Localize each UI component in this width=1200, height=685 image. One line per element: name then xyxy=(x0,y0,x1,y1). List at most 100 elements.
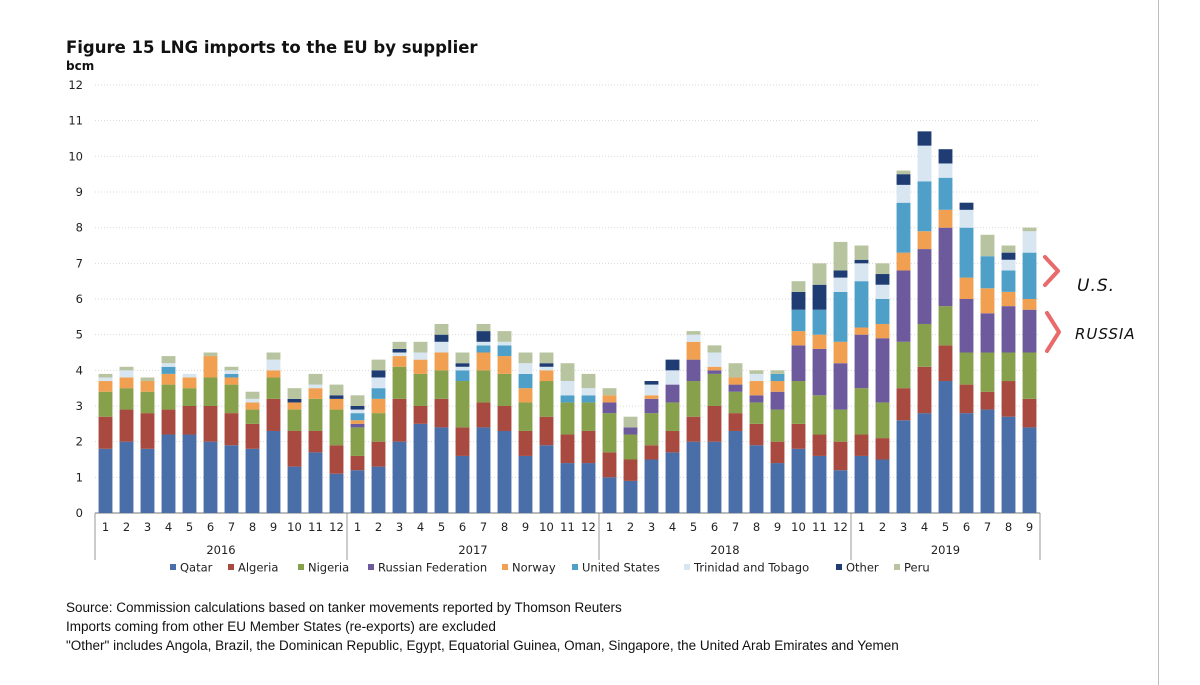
bar-russian-federation-36 xyxy=(854,334,869,389)
legend-item-russian-federation: Russian Federation xyxy=(368,561,487,575)
bar-stack-18 xyxy=(476,323,491,513)
bar-stack-43 xyxy=(1001,245,1016,513)
bar-united-states-18 xyxy=(476,345,491,353)
bar-other-36 xyxy=(854,259,869,264)
bar-peru-1 xyxy=(119,366,134,371)
bar-trinidad-and-tobago-13 xyxy=(371,377,386,389)
bar-stack-31 xyxy=(749,370,764,513)
bar-russian-federation-26 xyxy=(644,398,659,414)
bar-peru-31 xyxy=(749,370,764,374)
bar-stack-24 xyxy=(602,388,617,513)
bar-trinidad-and-tobago-23 xyxy=(581,388,596,396)
y-tick-label-11: 11 xyxy=(68,114,83,128)
bar-stack-37 xyxy=(875,263,890,513)
bar-stack-41 xyxy=(959,202,974,513)
bar-norway-12 xyxy=(350,420,365,424)
bar-norway-1 xyxy=(119,377,134,389)
bar-peru-44 xyxy=(1022,227,1037,232)
x-tick-label-38: 3 xyxy=(900,520,907,534)
bar-peru-9 xyxy=(287,388,302,399)
bar-russian-federation-24 xyxy=(602,402,617,414)
bar-algeria-12 xyxy=(350,455,365,471)
bar-norway-43 xyxy=(1001,291,1016,307)
bar-norway-16 xyxy=(434,352,449,371)
bar-qatar-29 xyxy=(707,441,722,513)
bar-nigeria-0 xyxy=(98,391,113,417)
x-tick-label-20: 9 xyxy=(522,520,529,534)
bar-nigeria-20 xyxy=(518,402,533,431)
bar-united-states-32 xyxy=(770,373,785,382)
legend-item-other: Other xyxy=(836,561,879,575)
bar-nigeria-11 xyxy=(329,409,344,446)
bar-qatar-43 xyxy=(1001,416,1016,513)
bar-trinidad-and-tobago-7 xyxy=(245,398,260,403)
bar-algeria-0 xyxy=(98,416,113,449)
note-source: Source: Commission calculations based on… xyxy=(66,600,622,615)
bar-peru-13 xyxy=(371,359,386,371)
bar-united-states-42 xyxy=(980,256,995,289)
bar-algeria-38 xyxy=(896,388,911,421)
bar-nigeria-13 xyxy=(371,413,386,442)
bar-norway-42 xyxy=(980,288,995,314)
bar-united-states-12 xyxy=(350,413,365,421)
bar-russian-federation-41 xyxy=(959,299,974,353)
bar-qatar-35 xyxy=(833,470,848,513)
x-tick-label-35: 12 xyxy=(833,520,848,534)
legend-swatch-3 xyxy=(368,564,374,570)
bar-qatar-14 xyxy=(392,441,407,513)
bar-trinidad-and-tobago-16 xyxy=(434,341,449,353)
bar-stack-1 xyxy=(119,366,134,513)
bar-qatar-15 xyxy=(413,423,428,513)
x-tick-label-32: 9 xyxy=(774,520,781,534)
bar-norway-4 xyxy=(182,377,197,389)
x-tick-label-39: 4 xyxy=(921,520,928,534)
bar-nigeria-21 xyxy=(539,381,554,417)
bar-russian-federation-44 xyxy=(1022,309,1037,353)
bar-norway-24 xyxy=(602,395,617,403)
bar-norway-18 xyxy=(476,352,491,371)
bar-trinidad-and-tobago-21 xyxy=(539,366,554,371)
bar-algeria-15 xyxy=(413,406,428,424)
bar-qatar-40 xyxy=(938,381,953,513)
bar-peru-19 xyxy=(497,331,512,342)
x-tick-label-5: 6 xyxy=(207,520,214,534)
x-tick-label-19: 8 xyxy=(501,520,508,534)
bar-nigeria-28 xyxy=(686,381,701,417)
note-reexports: Imports coming from other EU Member Stat… xyxy=(66,619,496,634)
bar-qatar-23 xyxy=(581,463,596,513)
x-tick-label-0: 1 xyxy=(102,520,109,534)
us-bracket xyxy=(1043,255,1060,287)
bar-nigeria-12 xyxy=(350,427,365,456)
bar-peru-14 xyxy=(392,341,407,349)
bar-algeria-3 xyxy=(161,409,176,435)
legend-label-0: Qatar xyxy=(180,561,213,575)
bar-russian-federation-29 xyxy=(707,370,722,374)
legend-swatch-2 xyxy=(298,564,304,570)
bar-trinidad-and-tobago-6 xyxy=(224,370,239,374)
legend-swatch-4 xyxy=(502,564,508,570)
bar-peru-8 xyxy=(266,352,281,360)
bar-other-9 xyxy=(287,398,302,403)
bar-norway-26 xyxy=(644,395,659,399)
bar-other-11 xyxy=(329,395,344,399)
bar-nigeria-8 xyxy=(266,377,281,399)
bar-stack-28 xyxy=(686,331,701,513)
bar-stack-22 xyxy=(560,363,575,513)
y-tick-label-4: 4 xyxy=(76,363,83,377)
bar-trinidad-and-tobago-15 xyxy=(413,352,428,360)
x-tick-label-23: 12 xyxy=(581,520,596,534)
x-tick-label-25: 2 xyxy=(627,520,634,534)
bar-united-states-19 xyxy=(497,345,512,357)
bar-qatar-3 xyxy=(161,434,176,513)
bar-qatar-41 xyxy=(959,413,974,513)
bar-peru-34 xyxy=(812,263,827,285)
bar-qatar-30 xyxy=(728,430,743,513)
bar-qatar-2 xyxy=(140,448,155,513)
bar-qatar-24 xyxy=(602,477,617,513)
bar-stack-16 xyxy=(434,323,449,513)
bar-stack-40 xyxy=(938,149,953,513)
bar-norway-5 xyxy=(203,356,218,378)
x-tick-label-40: 5 xyxy=(942,520,949,534)
bar-peru-3 xyxy=(161,356,176,364)
